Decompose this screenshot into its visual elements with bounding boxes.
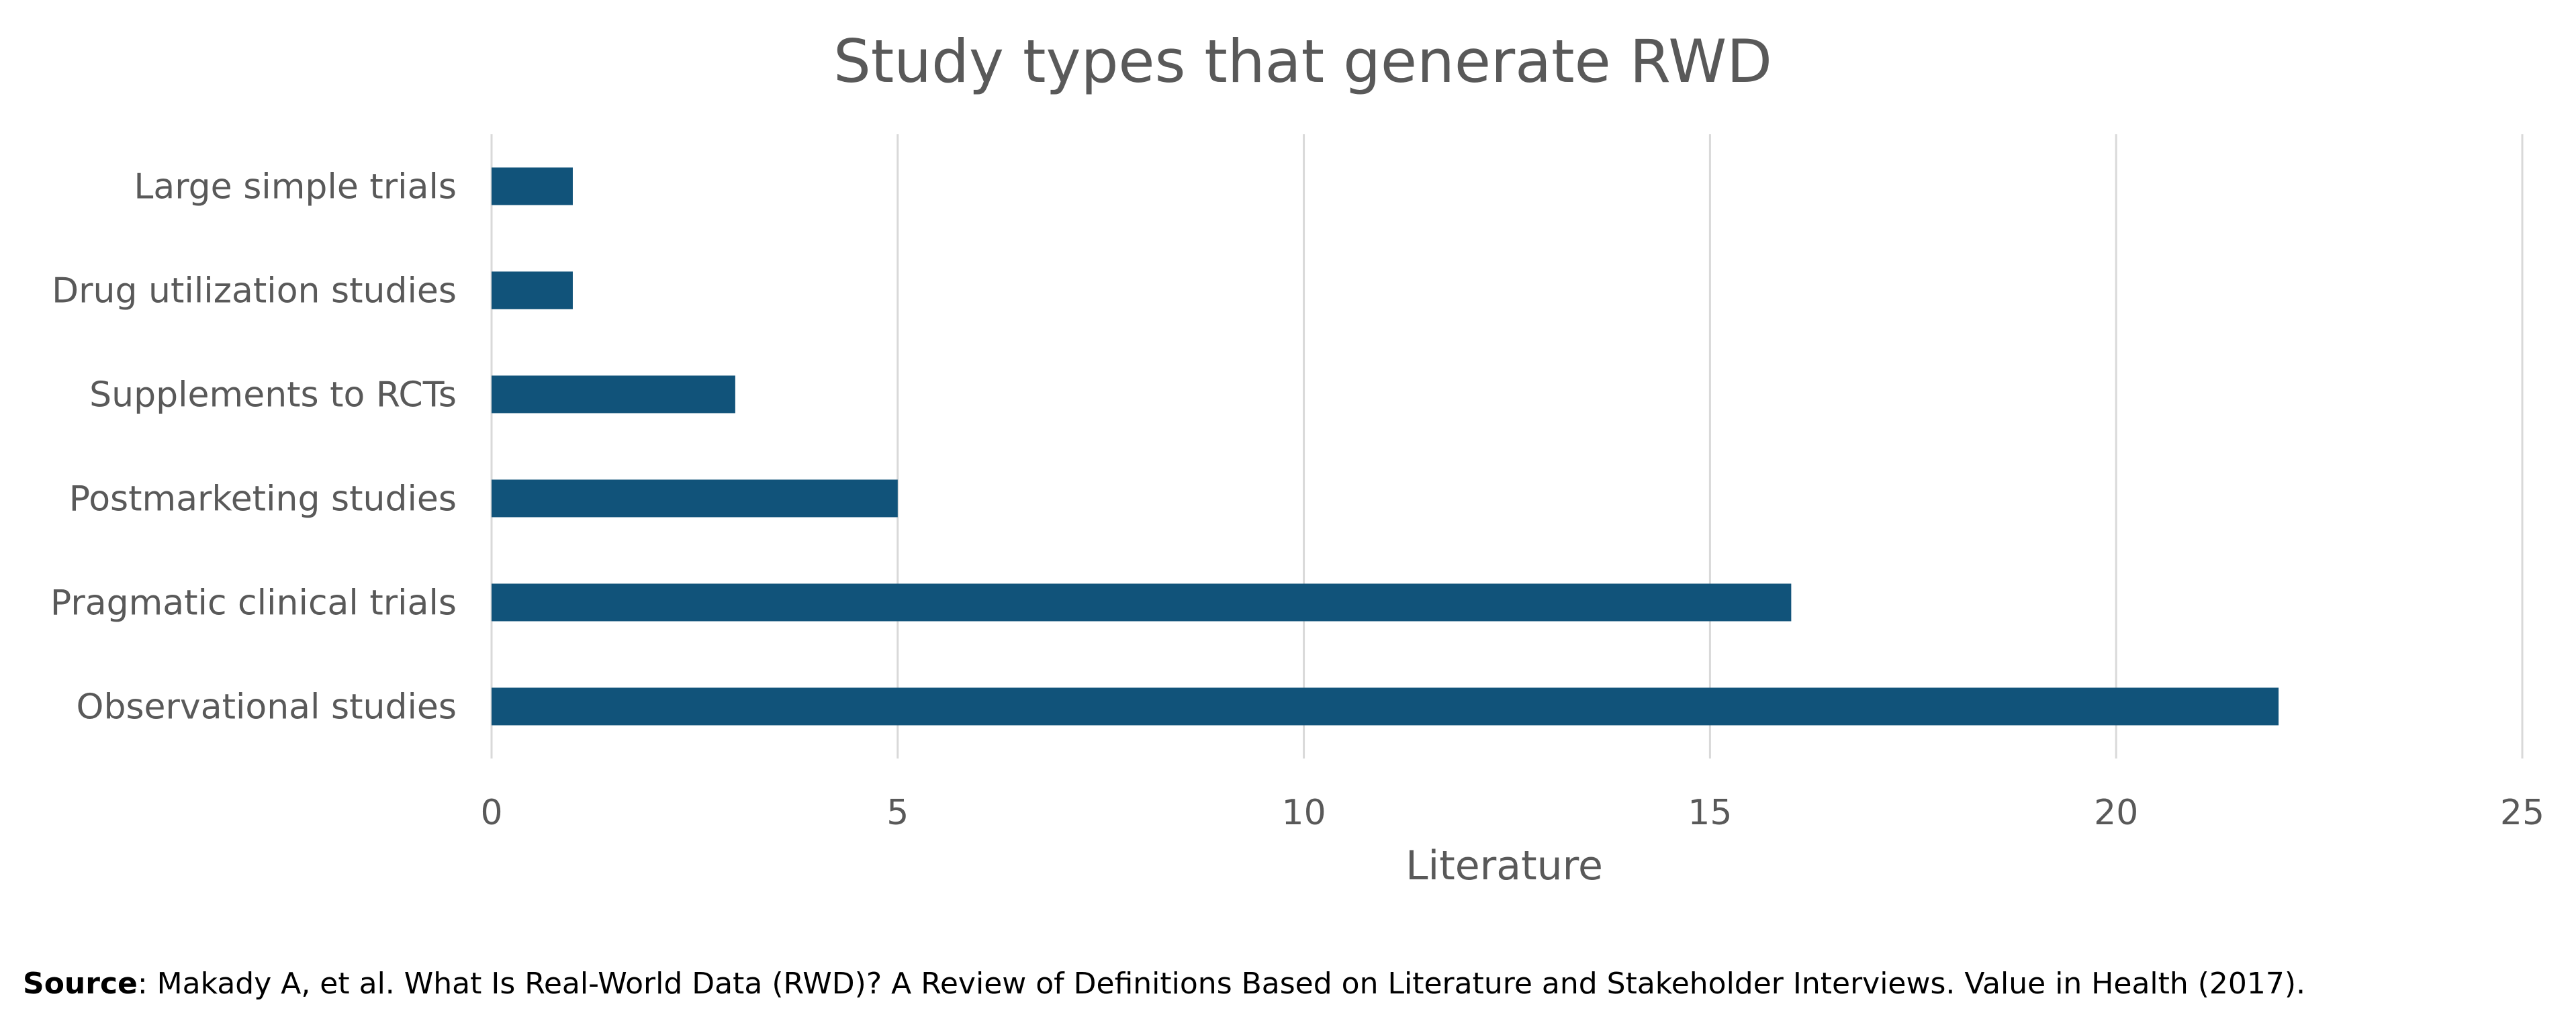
x-tick-label-5: 25 (2500, 793, 2544, 833)
category-label-1: Drug utilization studies (52, 271, 457, 311)
x-tick-label-2: 10 (1282, 793, 1326, 833)
bar-chart: Study types that generate RWD Large simp… (50, 27, 2544, 889)
category-label-0: Large simple trials (134, 167, 457, 207)
x-tick-label-4: 20 (2094, 793, 2138, 833)
chart-title: Study types that generate RWD (833, 27, 1772, 96)
bars (492, 167, 2279, 726)
category-label-5: Observational studies (77, 687, 457, 728)
category-label-2: Supplements to RCTs (89, 375, 457, 415)
x-tick-labels: 0 5 10 15 20 25 (480, 793, 2544, 833)
x-tick-label-0: 0 (480, 793, 502, 833)
bar-2 (492, 375, 735, 413)
category-label-4: Pragmatic clinical trials (50, 583, 457, 624)
category-labels: Large simple trials Drug utilization stud… (50, 167, 457, 728)
source-text: : Makady A, et al. What Is Real-World Da… (137, 967, 2306, 1001)
x-tick-label-3: 15 (1688, 793, 1732, 833)
source-label: Source (23, 967, 138, 1001)
gridlines (490, 134, 2524, 759)
bar-1 (492, 271, 573, 309)
bar-0 (492, 167, 573, 205)
bar-4 (492, 583, 1792, 622)
bar-3 (492, 479, 898, 518)
bar-5 (492, 687, 2279, 726)
x-tick-label-1: 5 (886, 793, 909, 833)
source-note: Source: Makady A, et al. What Is Real-Wo… (23, 967, 2561, 1001)
category-label-3: Postmarketing studies (69, 479, 457, 520)
x-axis-title: Literature (1406, 842, 1603, 889)
